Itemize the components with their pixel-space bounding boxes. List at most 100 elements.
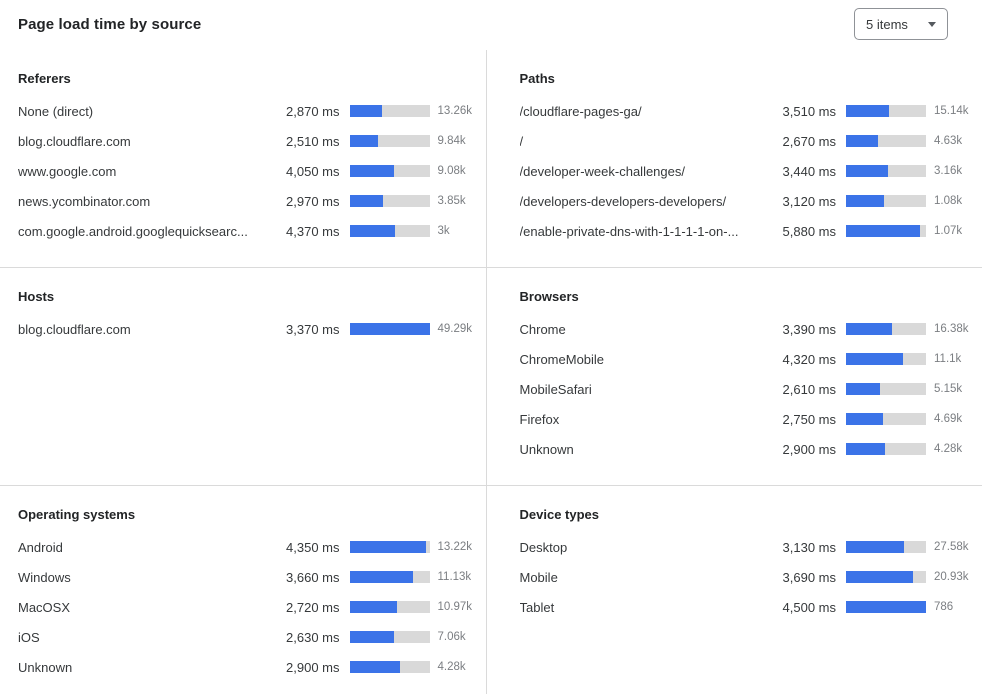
band-os-devices: Operating systems Android 4,350 ms 13.22k Wi…: [0, 485, 982, 694]
metric-row[interactable]: /developers-developers-developers/3,120 …: [520, 186, 975, 216]
row-bar: [846, 541, 926, 553]
row-count: 5.15k: [934, 383, 963, 395]
row-label: /developer-week-challenges/: [519, 163, 685, 179]
row-bar: [846, 571, 926, 583]
row-load-time: 4,320 ms: [782, 351, 836, 367]
row-load-time: 3,130 ms: [782, 539, 836, 555]
row-count: 4.63k: [934, 135, 963, 147]
row-count: 786: [934, 601, 954, 613]
row-label: Tablet: [519, 599, 555, 615]
row-count: 13.26k: [437, 105, 473, 117]
metric-row[interactable]: None (direct) 2,870 ms 13.26k: [18, 96, 478, 126]
row-load-time: 2,900 ms: [286, 659, 340, 675]
metric-row[interactable]: Android 4,350 ms 13.22k: [18, 532, 478, 562]
row-load-time: 3,510 ms: [782, 103, 836, 119]
row-bar-fill: [846, 195, 885, 207]
metric-row[interactable]: Unknown 2,900 ms 4.28k: [18, 652, 478, 682]
row-load-time: 2,970 ms: [286, 193, 340, 209]
row-count: 27.58k: [934, 541, 969, 553]
row-load-time: 2,510 ms: [286, 133, 340, 149]
metric-row[interactable]: Mobile 3,690 ms 20.93k: [520, 562, 975, 592]
section-title: Device types: [519, 507, 600, 522]
metric-row[interactable]: / 2,670 ms 4.63k: [520, 126, 975, 156]
row-bar: [349, 631, 430, 643]
row-label: blog.cloudflare.com: [18, 321, 131, 337]
row-load-time: 3,440 ms: [782, 163, 836, 179]
metric-row[interactable]: MacOSX 2,720 ms 10.97k: [18, 592, 478, 622]
row-load-time: 4,050 ms: [286, 163, 340, 179]
metric-row[interactable]: www.google.com 4,050 ms 9.08k: [18, 156, 478, 186]
row-bar: [846, 413, 926, 425]
row-label: iOS: [18, 629, 40, 645]
row-label: Mobile: [519, 569, 558, 585]
row-bar-fill: [846, 571, 914, 583]
metric-row[interactable]: Firefox 2,750 ms 4.69k: [520, 404, 975, 434]
panel-header: Page load time by source 5 items: [0, 0, 982, 50]
section-hosts: Hosts blog.cloudflare.com 3,370 ms 49.29k: [0, 268, 486, 485]
row-bar: [846, 135, 926, 147]
row-load-time: 2,900 ms: [782, 441, 836, 457]
metric-row[interactable]: MobileSafari 2,610 ms 5.15k: [520, 374, 975, 404]
section-paths: Paths/cloudflare-pages-ga/3,510 ms 15.14k…: [487, 50, 982, 267]
row-count: 9.08k: [437, 165, 466, 177]
metric-row[interactable]: news.ycombinator.com 2,970 ms 3.85k: [18, 186, 478, 216]
metric-row[interactable]: com.google.android.googlequicksearc... 4,…: [18, 216, 478, 246]
row-label: /cloudflare-pages-ga/: [519, 103, 642, 119]
metric-row[interactable]: iOS 2,630 ms 7.06k: [18, 622, 478, 652]
row-load-time: 3,120 ms: [782, 193, 836, 209]
row-bar-fill: [349, 195, 384, 207]
row-bar: [349, 105, 430, 117]
row-label: Desktop: [519, 539, 568, 555]
row-label: Unknown: [18, 659, 73, 675]
section-rows: Desktop 3,130 ms 27.58k Mobile 3,690 ms 20.93…: [520, 532, 975, 622]
metric-row[interactable]: blog.cloudflare.com 3,370 ms 49.29k: [18, 314, 478, 344]
row-bar: [349, 165, 430, 177]
metric-row[interactable]: /cloudflare-pages-ga/3,510 ms 15.14k: [520, 96, 975, 126]
row-bar: [846, 323, 926, 335]
metric-row[interactable]: Windows 3,660 ms 11.13k: [18, 562, 478, 592]
row-bar-fill: [349, 105, 382, 117]
row-label: com.google.android.googlequicksearc...: [18, 223, 248, 239]
row-label: MacOSX: [18, 599, 71, 615]
row-bar: [349, 601, 430, 613]
row-bar-fill: [846, 353, 903, 365]
row-label: MobileSafari: [519, 381, 592, 397]
row-load-time: 4,370 ms: [286, 223, 340, 239]
metric-row[interactable]: /enable-private-dns-with-1-1-1-1-on-... 5…: [520, 216, 975, 246]
section-rows: /cloudflare-pages-ga/3,510 ms 15.14k / 2,67…: [520, 96, 975, 246]
section-title: Paths: [519, 71, 555, 86]
row-count: 3.16k: [934, 165, 963, 177]
row-count: 49.29k: [437, 323, 473, 335]
row-bar: [846, 225, 926, 237]
metric-row[interactable]: Chrome 3,390 ms 16.38k: [520, 314, 975, 344]
row-label: Android: [18, 539, 63, 555]
row-load-time: 4,500 ms: [782, 599, 836, 615]
items-count-select[interactable]: 5 items: [854, 8, 948, 40]
row-label: www.google.com: [18, 163, 117, 179]
band-hosts-browsers: Hosts blog.cloudflare.com 3,370 ms 49.29k B…: [0, 267, 982, 485]
metric-row[interactable]: ChromeMobile 4,320 ms 11.1k: [520, 344, 975, 374]
row-count: 7.06k: [437, 631, 466, 643]
row-label: Unknown: [519, 441, 574, 457]
row-count: 11.1k: [934, 353, 962, 365]
row-bar: [846, 105, 926, 117]
row-label: Firefox: [519, 411, 560, 427]
row-label: /: [519, 133, 524, 149]
chevron-down-icon: [928, 21, 936, 27]
row-load-time: 3,690 ms: [782, 569, 836, 585]
row-label: None (direct): [18, 103, 94, 119]
metric-row[interactable]: blog.cloudflare.com 2,510 ms 9.84k: [18, 126, 478, 156]
metric-row[interactable]: Unknown 2,900 ms 4.28k: [520, 434, 975, 464]
metric-row[interactable]: Tablet 4,500 ms 786: [520, 592, 975, 622]
row-bar-fill: [349, 225, 396, 237]
row-bar: [349, 571, 430, 583]
row-count: 13.22k: [437, 541, 473, 553]
metric-row[interactable]: /developer-week-challenges/3,440 ms 3.16k: [520, 156, 975, 186]
section-rows: None (direct) 2,870 ms 13.26k blog.cloudfla…: [18, 96, 478, 246]
row-label: /developers-developers-developers/: [519, 193, 727, 209]
row-load-time: 2,610 ms: [782, 381, 836, 397]
section-rows: Chrome 3,390 ms 16.38k ChromeMobile 4,320 ms…: [520, 314, 975, 464]
metric-row[interactable]: Desktop 3,130 ms 27.58k: [520, 532, 975, 562]
row-count: 11.13k: [437, 571, 472, 583]
row-count: 3.85k: [437, 195, 466, 207]
